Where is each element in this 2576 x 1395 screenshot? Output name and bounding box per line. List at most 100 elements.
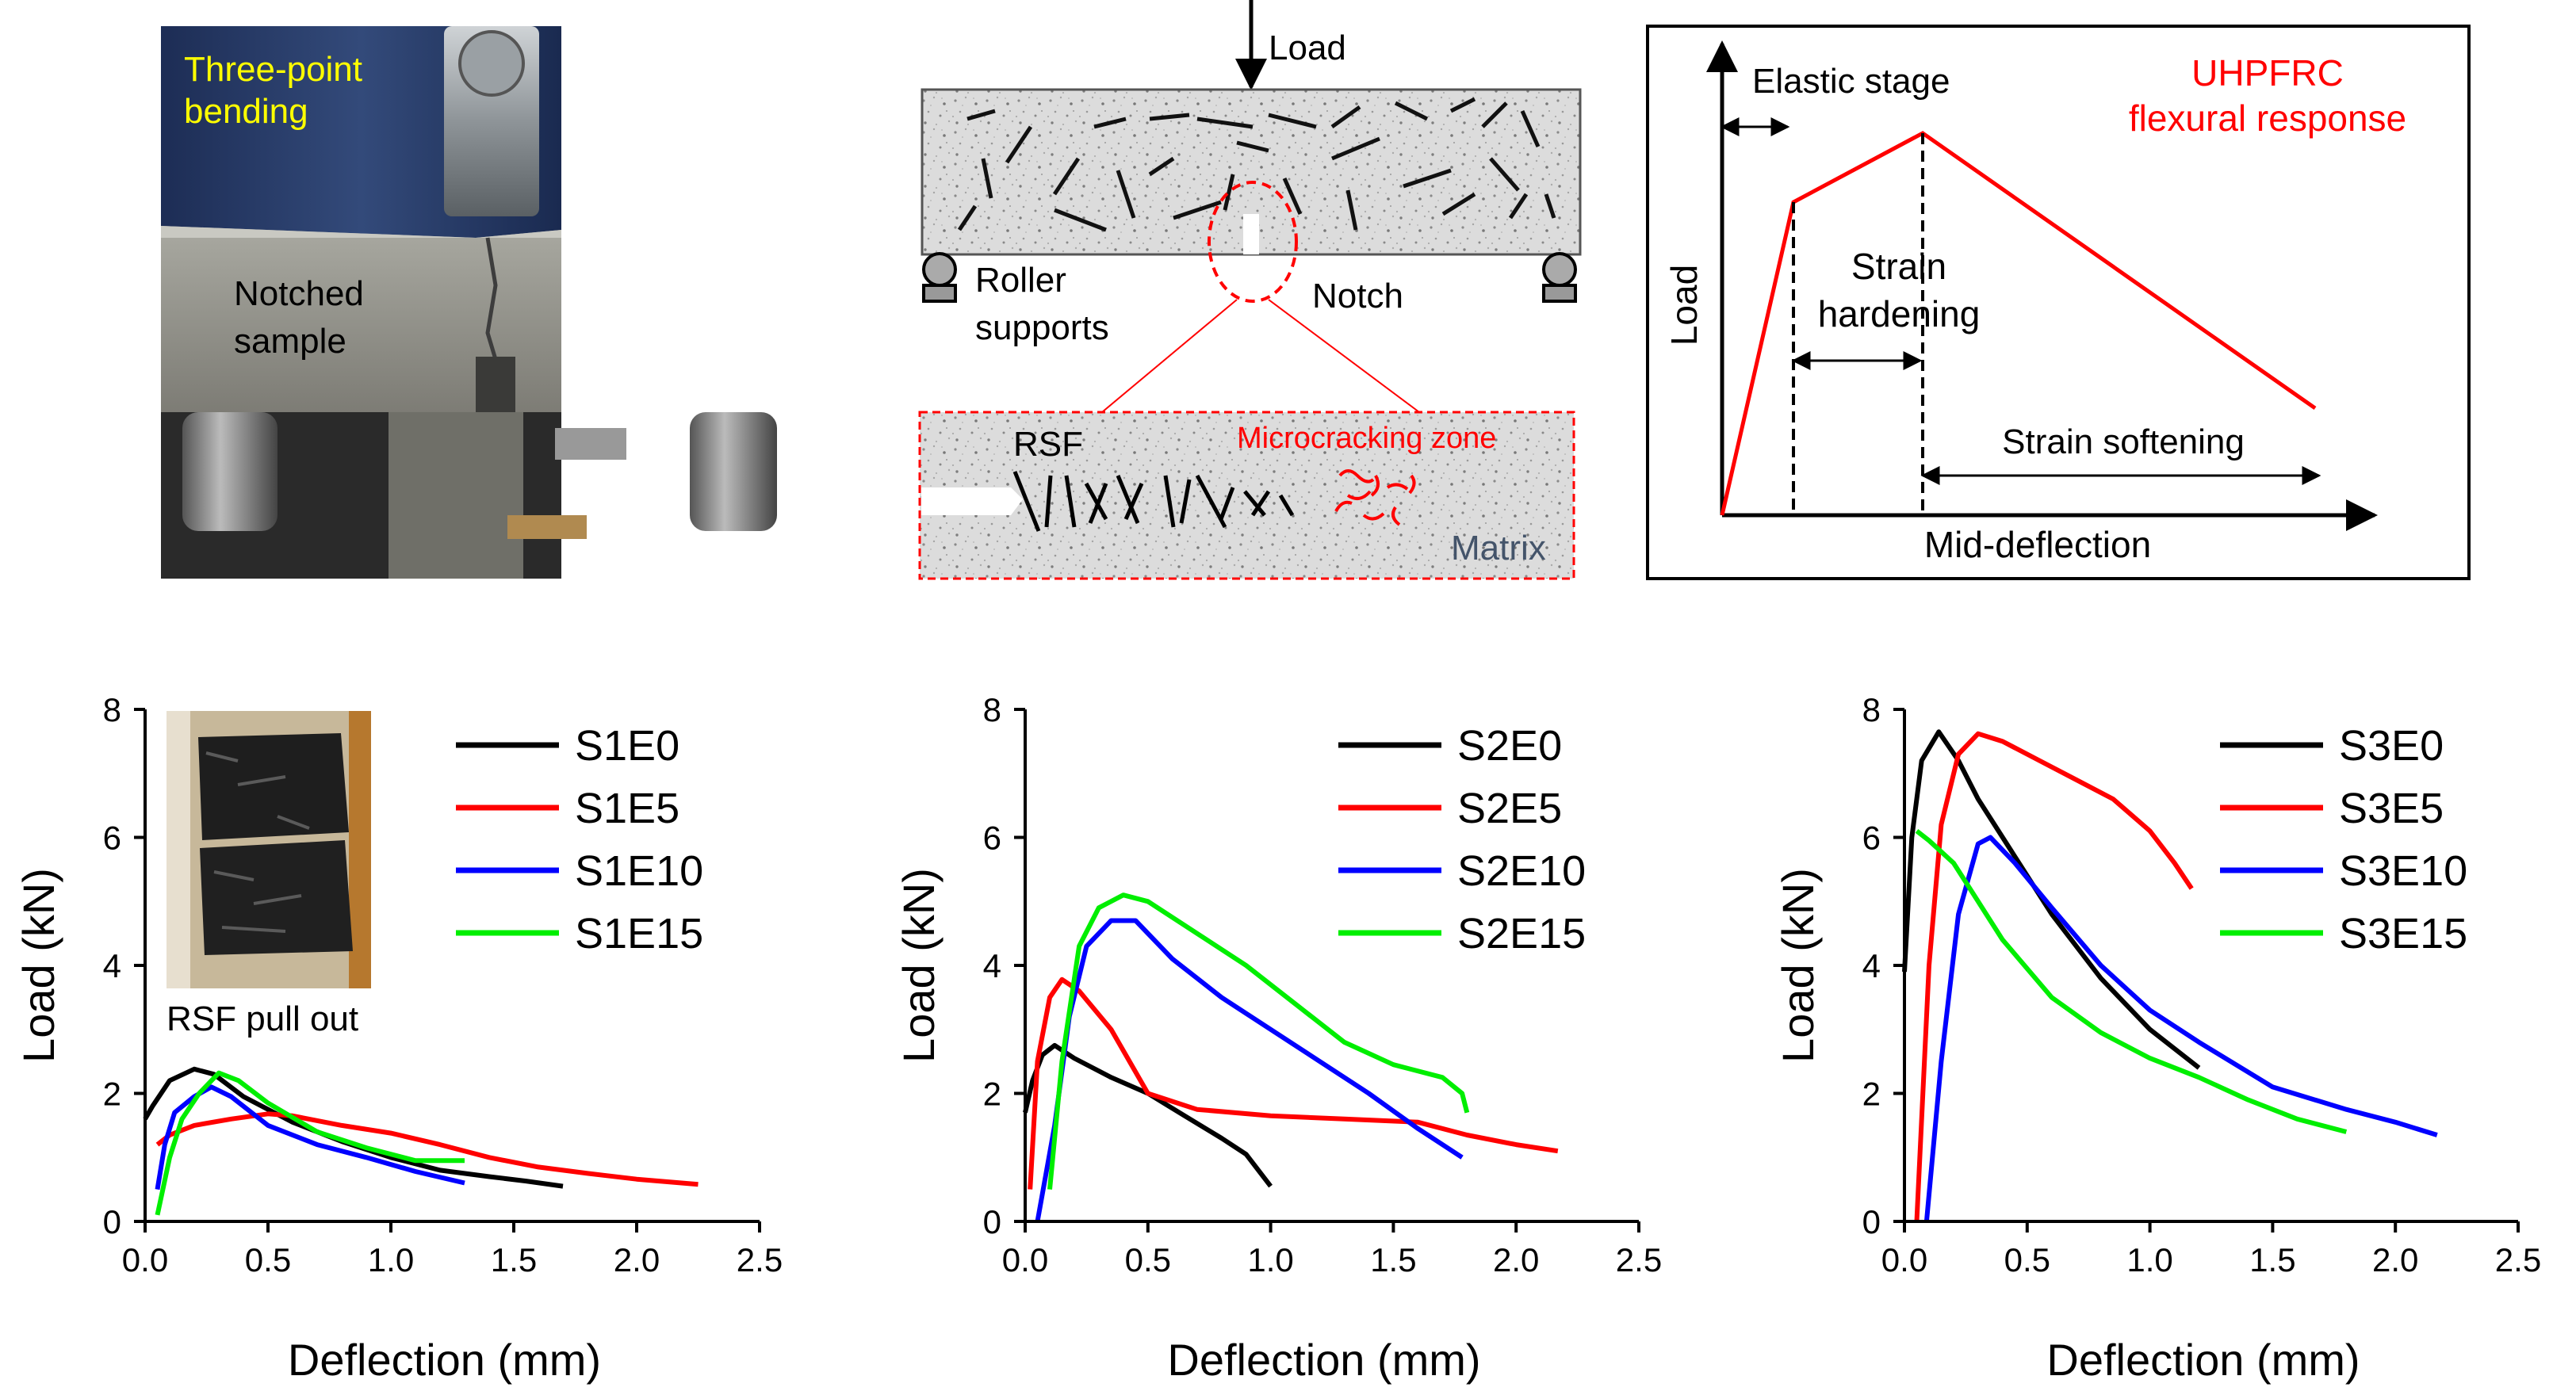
y-tick-label: 8: [1862, 691, 1881, 728]
roller-left-photo: [182, 412, 278, 531]
y-tick-label: 6: [983, 820, 1001, 857]
microcracking-label: Microcracking zone: [1237, 422, 1496, 455]
notch-zoom-ellipse: [1208, 181, 1298, 303]
elastic-stage-label: Elastic stage: [1752, 62, 1950, 101]
hardening-label-line2: hardening: [1818, 293, 1981, 334]
response-title-line2: flexural response: [2129, 97, 2406, 139]
notch-shape: [1243, 214, 1259, 254]
legend-label-s2e10: S2E10: [1457, 847, 1586, 895]
roller-right-photo: [690, 412, 777, 531]
x-axis-label: Deflection (mm): [1167, 1335, 1480, 1385]
photo-title-line2: bending: [184, 92, 308, 131]
microcracks: [1334, 469, 1416, 526]
x-tick-label: 2.5: [737, 1241, 783, 1278]
y-tick-label: 0: [983, 1203, 1001, 1240]
legend-label-s3e10: S3E10: [2339, 847, 2467, 895]
y-tick-label: 4: [103, 947, 121, 984]
chart-s1: 0.0 0.5 1.0 1.5 2.0 2.5 0 2 4 6 8 Deflection (mm) Lo…: [13, 691, 783, 1385]
series-line-s1e5: [155, 1111, 699, 1187]
softening-label: Strain softening: [2002, 422, 2245, 461]
x-tick-label: 0.0: [1881, 1241, 1927, 1278]
rsf-label: RSF: [1013, 425, 1083, 464]
y-axis-label: Load (kN): [894, 868, 944, 1063]
response-curve: [1720, 131, 2317, 516]
response-panel: Elastic stage UHPFRC flexural response S…: [1646, 25, 2471, 580]
x-tick-label: 1.0: [2126, 1241, 2172, 1278]
y-tick-label: 4: [1862, 947, 1881, 984]
roller-support-left: [922, 252, 957, 303]
zoom-line-left: [1101, 299, 1238, 413]
fibers-in-beam: [957, 97, 1556, 232]
legend-label-s1e0: S1E0: [575, 722, 679, 770]
x-tick-label: 2.5: [1616, 1241, 1662, 1278]
x-tick-label: 2.5: [2495, 1241, 2541, 1278]
x-tick-label: 2.0: [1493, 1241, 1539, 1278]
load-label: Load: [1269, 29, 1346, 67]
x-tick-label: 0.0: [1002, 1241, 1048, 1278]
photo-sample-line1: Notched: [234, 274, 364, 313]
y-axis-label: Load (kN): [1773, 868, 1823, 1063]
photo-sample-line2: sample: [234, 322, 346, 361]
response-title-line1: UHPFRC: [2191, 52, 2344, 94]
y-tick-label: 8: [103, 691, 121, 728]
legend-label-s3e5: S3E5: [2339, 785, 2444, 832]
legend-label-s1e10: S1E10: [575, 847, 703, 895]
y-tick-label: 6: [103, 820, 121, 857]
zoom-line-right: [1268, 299, 1420, 413]
chart-s3: 0.0 0.5 1.0 1.5 2.0 2.5 0 2 4 6 8 Deflection (mm) Lo…: [1773, 691, 2541, 1385]
legend-label-s2e0: S2E0: [1457, 722, 1562, 770]
inset-caption: RSF pull out: [167, 999, 358, 1038]
notch-label: Notch: [1312, 277, 1403, 315]
x-tick-label: 0.0: [122, 1241, 168, 1278]
series-line-s3e5: [1914, 731, 2194, 1222]
notched-sample-photo: [161, 226, 561, 412]
x-tick-label: 0.5: [2004, 1241, 2050, 1278]
y-tick-label: 2: [1862, 1076, 1881, 1113]
legend-label-s1e15: S1E15: [575, 910, 703, 957]
x-axis-label: Deflection (mm): [2046, 1335, 2360, 1385]
x-tick-label: 1.0: [1247, 1241, 1293, 1278]
y-tick-label: 4: [983, 947, 1001, 984]
x-tick-label: 2.0: [614, 1241, 660, 1278]
y-tick-label: 0: [103, 1203, 121, 1240]
legend-label-s2e5: S2E5: [1457, 785, 1562, 832]
series-line-s3e15: [1915, 829, 2348, 1134]
x-tick-label: 0.5: [1125, 1241, 1171, 1278]
chart-s2: 0.0 0.5 1.0 1.5 2.0 2.5 0 2 4 6 8 Deflection (mm) Lo…: [894, 691, 1662, 1385]
photo-panel: Three-point bending Notched sample: [161, 26, 777, 579]
x-tick-label: 0.5: [245, 1241, 291, 1278]
photo-title-line1: Three-point: [184, 50, 362, 89]
bridging-fibers: [1012, 471, 1295, 532]
x-tick-label: 1.0: [368, 1241, 414, 1278]
series-line-s2e5: [1028, 976, 1559, 1190]
y-tick-label: 0: [1862, 1203, 1881, 1240]
response-ylabel: Load: [1663, 265, 1705, 346]
matrix-label: Matrix: [1451, 529, 1546, 568]
y-tick-label: 6: [1862, 820, 1881, 857]
series-line-s2e15: [1047, 892, 1470, 1190]
series-line-s1e10: [155, 1084, 465, 1191]
crack-tip-shape: [921, 487, 1023, 515]
series-line-s3e10: [1923, 835, 2438, 1222]
y-tick-label: 2: [983, 1076, 1001, 1113]
roller-label-line1: Roller: [975, 261, 1066, 300]
y-tick-label: 2: [103, 1076, 121, 1113]
series-line-s1e15: [155, 1070, 465, 1216]
legend-label-s3e15: S3E15: [2339, 910, 2467, 957]
inset-photo: RSF pull out: [167, 711, 371, 1038]
hardening-label-line1: Strain: [1851, 246, 1946, 287]
response-xlabel: Mid-deflection: [1924, 524, 2151, 565]
legend-label-s2e15: S2E15: [1457, 910, 1586, 957]
roller-support-right: [1542, 252, 1577, 303]
legend-label-s3e0: S3E0: [2339, 722, 2444, 770]
y-axis-label: Load (kN): [13, 868, 63, 1063]
x-tick-label: 2.0: [2372, 1241, 2418, 1278]
series-line-s1e0: [143, 1066, 564, 1189]
series-line-s3e0: [1902, 729, 2201, 1070]
legend-label-s1e5: S1E5: [575, 785, 679, 832]
y-tick-label: 8: [983, 691, 1001, 728]
roller-label-line2: supports: [975, 308, 1109, 347]
x-tick-label: 1.5: [2249, 1241, 2295, 1278]
x-axis-label: Deflection (mm): [288, 1335, 601, 1385]
